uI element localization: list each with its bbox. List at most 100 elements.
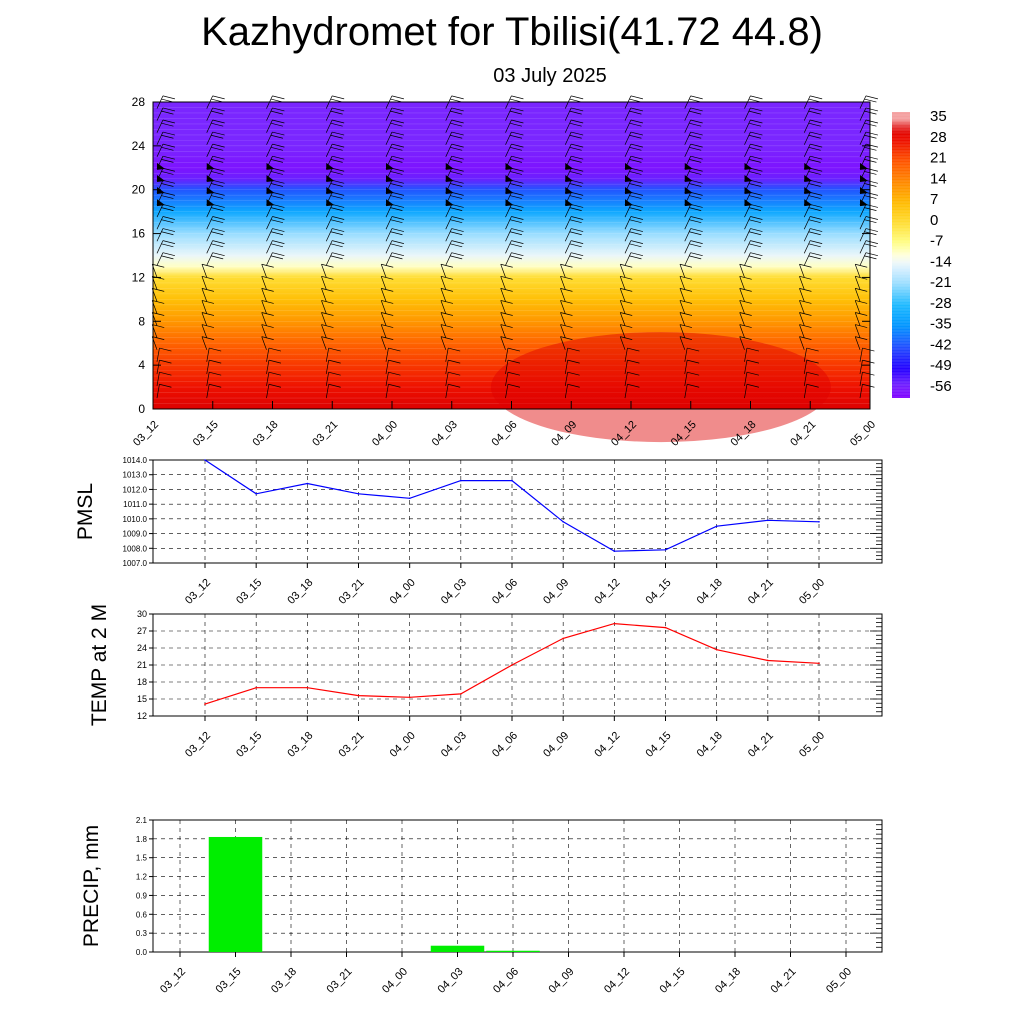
wind-barb [385,204,405,218]
x-tick-label: 03_18 [285,577,315,607]
barb-feather [569,159,582,163]
wind-barb [684,240,703,254]
barb-feather [332,204,345,208]
barb-feather [569,183,582,187]
barb-feather [211,146,224,151]
wind-barb [684,359,700,374]
colorbar-label: -28 [930,295,952,312]
barb-feather [211,231,224,236]
barb-feather [391,204,405,208]
wind-barb [325,347,341,362]
barb-feather [865,216,879,220]
barb-feather [390,207,403,211]
barb-feather [450,183,463,187]
wind-barb [564,240,584,254]
barb-feather [810,155,823,160]
barb-staff [201,336,208,350]
barb-feather [261,312,274,316]
wind-barb [321,336,334,350]
barb-feather [629,146,642,151]
barb-staff [859,204,867,218]
wind-barb [380,312,394,326]
wind-barb [201,288,215,302]
barb-feather [152,312,165,316]
barb-feather [391,107,405,112]
barb-feather [509,243,523,248]
barb-staff [739,336,745,350]
barb-feather [161,171,174,175]
wind-barb [505,252,524,266]
wind-barb [624,371,640,387]
barb-feather [332,167,345,172]
barb-feather [381,300,394,304]
barb-staff [560,336,566,350]
barb-feather [209,371,222,376]
wind-barb [560,312,573,326]
barb-pennant [266,174,275,182]
barb-feather [451,204,464,208]
barb-feather [440,263,454,268]
barb-feather [799,263,812,268]
barb-feather [799,312,812,316]
plot-frame [152,819,883,953]
precip-bar [208,836,263,952]
barb-feather [855,312,868,316]
barb-feather [451,252,464,257]
barb-feather [511,143,524,148]
wind-barb [803,131,823,145]
barb-feather [569,243,582,248]
y-tick-label: 1007.0 [123,559,148,568]
barb-feather [162,216,176,220]
barb-feather [330,146,343,151]
wind-barb [266,204,285,218]
wind-barb [744,383,760,399]
barb-pennant [445,187,454,195]
x-tick-label: 03_15 [234,730,264,760]
barb-feather [567,347,580,352]
barb-feather [810,143,823,148]
wind-barb [505,240,524,254]
barb-feather [567,383,580,388]
barb-staff [564,240,572,254]
barb-pennant [804,187,813,195]
barb-feather [507,383,521,388]
barb-feather [332,252,345,257]
barb-staff [156,107,164,121]
x-tick-label: 03_21 [310,419,340,449]
barb-staff [803,228,811,242]
barb-staff [380,336,387,350]
wind-barb [440,312,454,326]
wind-barb [206,155,225,170]
wind-barb [261,300,274,314]
barb-staff [440,288,447,302]
barb-feather [272,95,285,100]
wind-barb [156,383,172,399]
wind-barb [854,288,868,302]
barb-pennant [860,199,868,207]
barb-feather [272,131,285,136]
barb-feather [511,252,524,257]
barb-feather [161,110,174,115]
barb-feather [450,195,463,199]
temp-point [204,703,206,705]
barb-feather [569,171,582,175]
barb-feather [161,195,174,199]
barb-pennant [266,187,275,195]
barb-feather [272,228,285,232]
barb-staff [684,204,691,218]
barb-feather [440,300,454,304]
wind-barb [156,143,176,157]
barb-feather [689,159,702,163]
barb-feather [750,179,763,184]
barb-feather [390,159,403,163]
barb-staff [799,288,805,302]
barb-staff [325,107,333,121]
y-tick-label: 30 [137,609,147,619]
wind-barb [266,143,285,157]
barb-feather [862,359,875,364]
barb-staff [206,384,210,399]
barb-staff [325,252,333,266]
barb-feather [161,183,174,187]
barb-staff [385,384,389,399]
barb-staff [440,312,447,326]
